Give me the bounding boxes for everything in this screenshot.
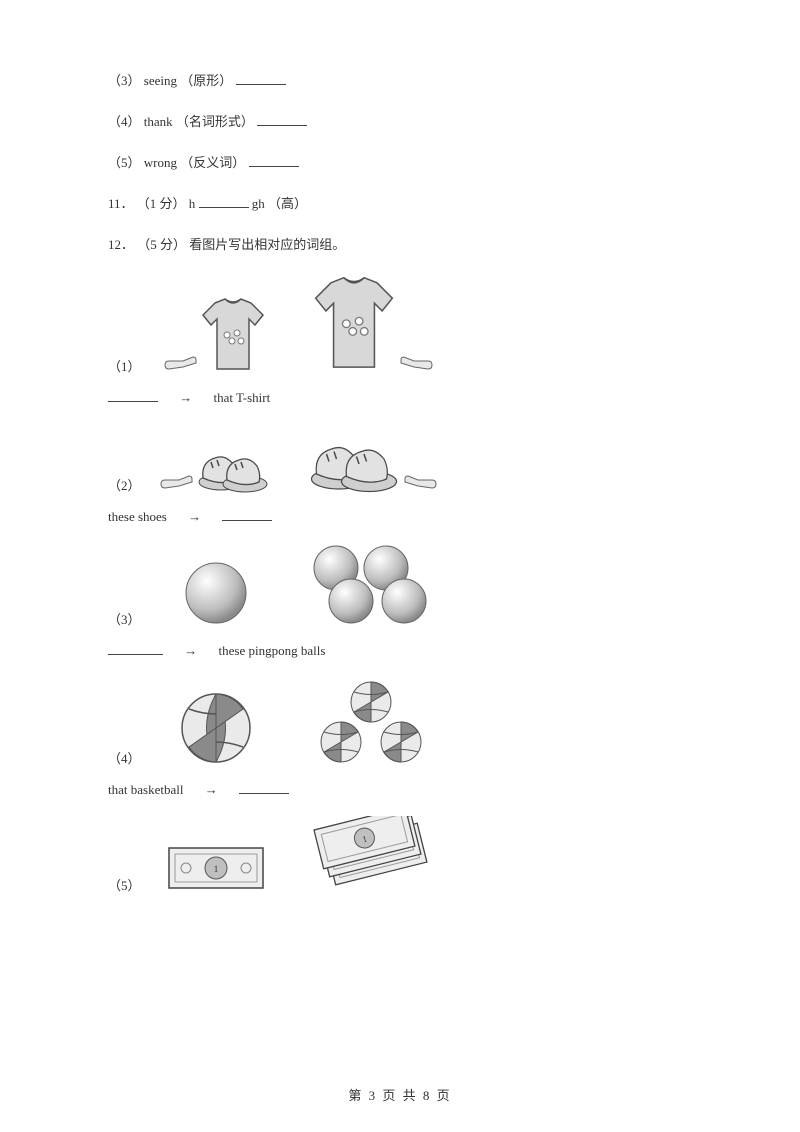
- arrow-icon: →: [184, 643, 197, 658]
- item2-text: these shoes: [108, 509, 167, 524]
- item3-num: （3）: [108, 609, 146, 628]
- item3-text: these pingpong balls: [219, 643, 326, 658]
- item3-blank[interactable]: [108, 642, 163, 655]
- q5-num: （5）: [108, 155, 141, 170]
- arrow-icon: →: [179, 390, 192, 405]
- pingpong-balls-icon: [306, 543, 436, 628]
- q5-word: wrong: [144, 155, 177, 170]
- q4-hint: （名词形式）: [176, 114, 254, 129]
- basketball-icon: [177, 689, 255, 767]
- q11-pts: （1 分）: [137, 196, 186, 211]
- dollar-bills-icon: 1: [306, 816, 436, 894]
- q4-blank[interactable]: [257, 113, 307, 126]
- tshirt-icon: [308, 275, 400, 375]
- q11-line: 11． （1 分） h gh （高）: [108, 193, 692, 212]
- q3-hint: （原形）: [180, 73, 232, 88]
- hand-icon: [404, 474, 438, 494]
- item2-blank[interactable]: [222, 508, 272, 521]
- q5-hint: （反义词）: [180, 155, 245, 170]
- q4-word: thank: [144, 114, 173, 129]
- item1-num: （1）: [108, 356, 146, 375]
- item4-blank[interactable]: [239, 781, 289, 794]
- q3-num: （3）: [108, 73, 141, 88]
- q3-blank[interactable]: [236, 72, 286, 85]
- q11-blank[interactable]: [199, 195, 249, 208]
- shoes-icon: [304, 424, 404, 494]
- q4-num: （4）: [108, 114, 141, 129]
- shoes-icon: [193, 438, 273, 494]
- item4-images: （4）: [108, 677, 692, 767]
- item5-num: （5）: [108, 875, 146, 894]
- dollar-bill-icon: 1: [166, 842, 266, 894]
- pingpong-ball-icon: [181, 558, 251, 628]
- hand-icon: [159, 474, 193, 494]
- q11-suf: gh （高）: [252, 196, 307, 211]
- item3-images: （3）: [108, 543, 692, 628]
- q5-blank[interactable]: [249, 154, 299, 167]
- item4-answer: that basketball →: [108, 781, 692, 798]
- item4-num: （4）: [108, 748, 146, 767]
- page-footer: 第 3 页 共 8 页: [0, 1085, 800, 1104]
- arrow-icon: →: [188, 509, 201, 524]
- arrow-icon: →: [205, 782, 218, 797]
- q3-line: （3） seeing （原形）: [108, 70, 692, 89]
- item2-num: （2）: [108, 475, 146, 494]
- basketballs-icon: [311, 677, 431, 767]
- item1-images: （1）: [108, 275, 692, 375]
- q11-pre: h: [189, 196, 196, 211]
- item1-blank[interactable]: [108, 389, 158, 402]
- q5-line: （5） wrong （反义词）: [108, 152, 692, 171]
- svg-text:1: 1: [214, 864, 219, 874]
- item4-text: that basketball: [108, 782, 183, 797]
- item5-images: （5） 1 1: [108, 816, 692, 894]
- q12-num: 12．: [108, 237, 134, 252]
- item1-text: that T-shirt: [214, 390, 271, 405]
- q12-line: 12． （5 分） 看图片写出相对应的词组。: [108, 234, 692, 253]
- hand-icon: [163, 355, 197, 375]
- q12-pts: （5 分）: [137, 237, 186, 252]
- item2-answer: these shoes →: [108, 508, 692, 525]
- item1-answer: → that T-shirt: [108, 389, 692, 406]
- q4-line: （4） thank （名词形式）: [108, 111, 692, 130]
- hand-icon: [400, 355, 434, 375]
- q11-num: 11．: [108, 196, 134, 211]
- tshirt-icon: [197, 297, 269, 375]
- item3-answer: → these pingpong balls: [108, 642, 692, 659]
- q3-word: seeing: [144, 73, 177, 88]
- item2-images: （2）: [108, 424, 692, 494]
- q12-text: 看图片写出相对应的词组。: [189, 237, 345, 252]
